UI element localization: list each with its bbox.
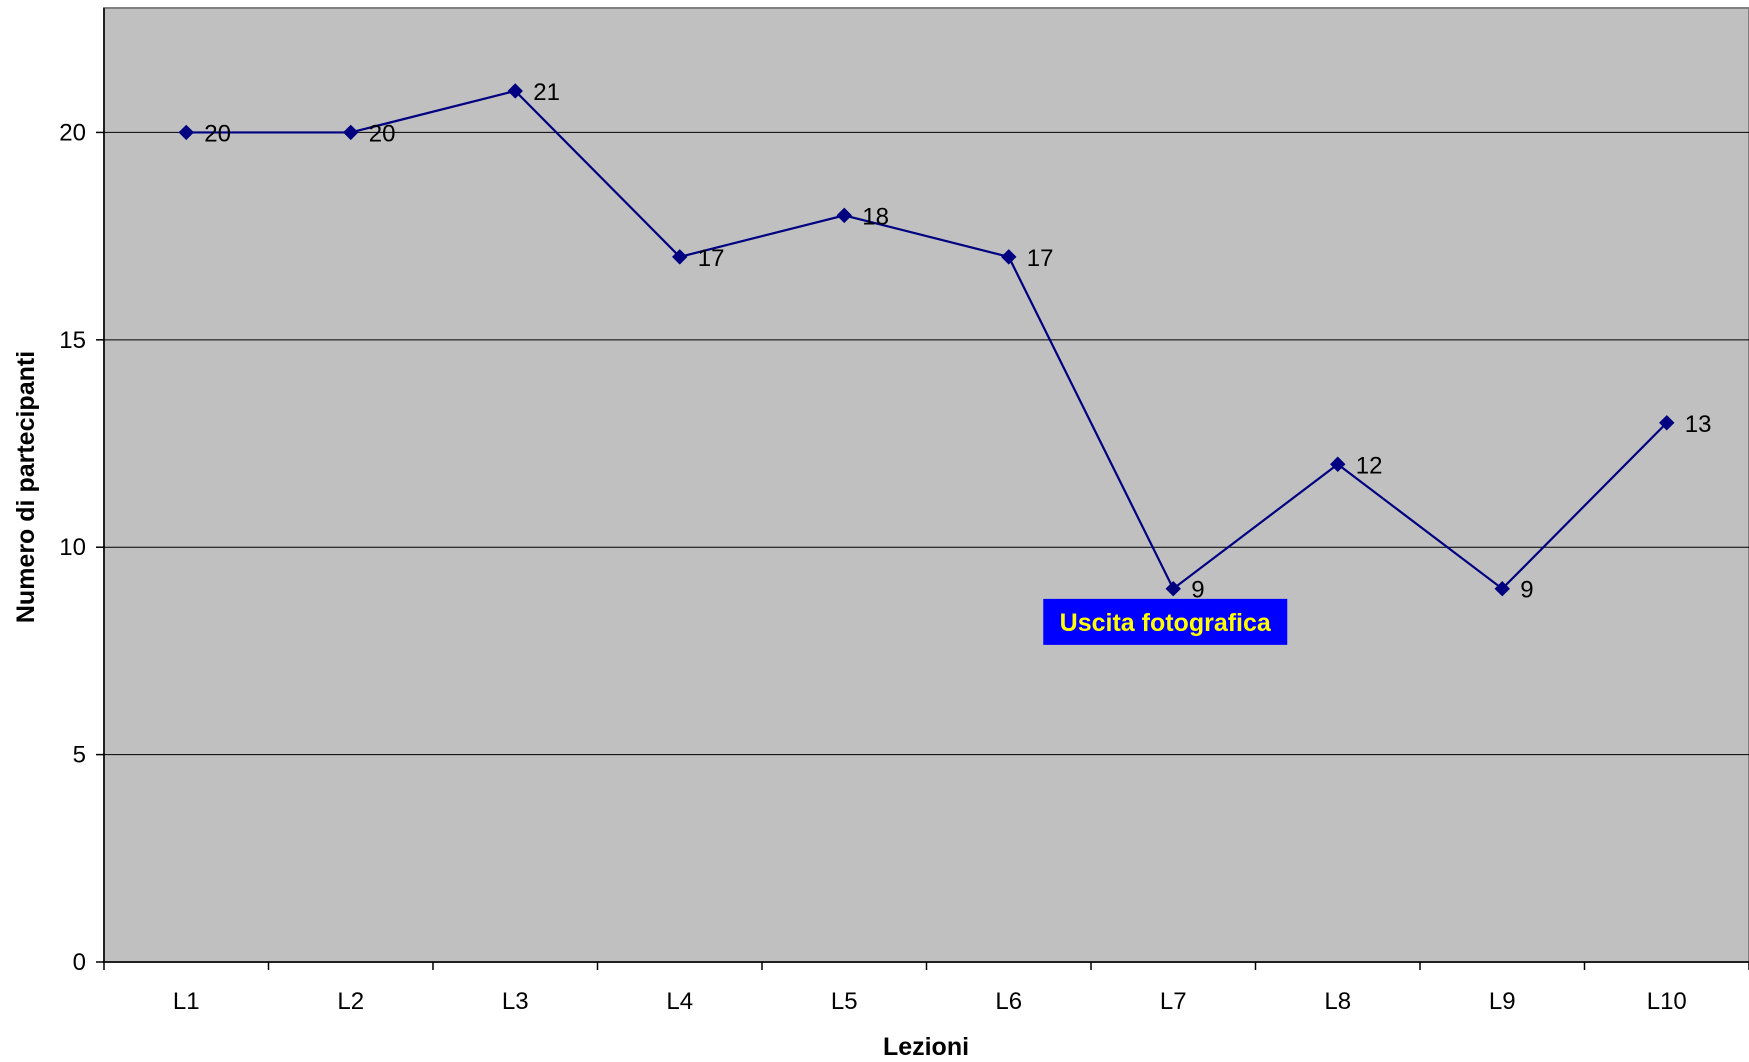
data-point-marker [836, 207, 852, 224]
data-label: 13 [1685, 411, 1712, 438]
data-point-marker [1165, 580, 1181, 597]
data-label: 9 [1191, 577, 1204, 604]
data-label: 20 [204, 120, 231, 147]
data-labels: 20 20 21 17 18 17 9 12 9 13 [204, 79, 1711, 604]
x-tick-label: L7 [1160, 988, 1187, 1015]
data-point-marker [507, 83, 523, 99]
y-tick-label: 20 [59, 119, 86, 146]
data-label: 17 [1027, 245, 1054, 272]
data-point-marker [1494, 580, 1510, 597]
data-label: 9 [1520, 577, 1533, 604]
y-tick-label: 10 [59, 534, 86, 561]
data-label: 20 [369, 120, 396, 147]
y-tick-label: 0 [73, 949, 86, 976]
x-tick-label: L2 [337, 988, 364, 1015]
data-label: 21 [533, 79, 560, 106]
series-line [186, 89, 1668, 591]
data-series [178, 83, 1675, 597]
x-tick-label: L3 [502, 988, 529, 1015]
annotation-label: Uscita fotografica [1060, 609, 1272, 637]
x-tick-label: L10 [1647, 988, 1687, 1015]
y-tick-label: 15 [59, 327, 86, 354]
data-point-marker [672, 249, 688, 265]
data-label: 18 [862, 203, 889, 230]
data-label: 17 [698, 245, 725, 272]
axes: 0 5 10 15 20 L1 L2 L3 L4 L5 L6 L7 L8 L9 L10 [59, 8, 1749, 1015]
data-point-marker [1330, 456, 1346, 472]
data-point-marker [1659, 415, 1675, 431]
data-point-marker [1001, 249, 1017, 265]
x-axis-title: Lezioni [883, 1033, 969, 1061]
annotation-box [1043, 598, 1288, 645]
x-tick-label: L6 [995, 988, 1022, 1015]
x-tick-label: L9 [1489, 988, 1516, 1015]
data-label: 12 [1356, 452, 1383, 479]
y-tick-label: 5 [73, 742, 86, 769]
x-tick-label: L8 [1324, 988, 1351, 1015]
x-tick-label: L1 [173, 988, 200, 1015]
data-point-marker [178, 124, 194, 141]
annotations: Uscita fotografica [1043, 598, 1288, 645]
x-tick-label: L4 [666, 988, 693, 1015]
y-axis-title: Numero di partecipanti [12, 351, 40, 623]
x-tick-label: L5 [831, 988, 858, 1015]
data-point-marker [343, 124, 359, 141]
gridlines [104, 131, 1749, 756]
plot-area [103, 7, 1749, 963]
